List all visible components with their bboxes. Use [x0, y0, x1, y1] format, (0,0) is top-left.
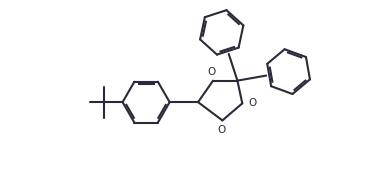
Text: O: O: [207, 67, 215, 77]
Text: O: O: [248, 98, 256, 108]
Text: O: O: [217, 125, 226, 135]
